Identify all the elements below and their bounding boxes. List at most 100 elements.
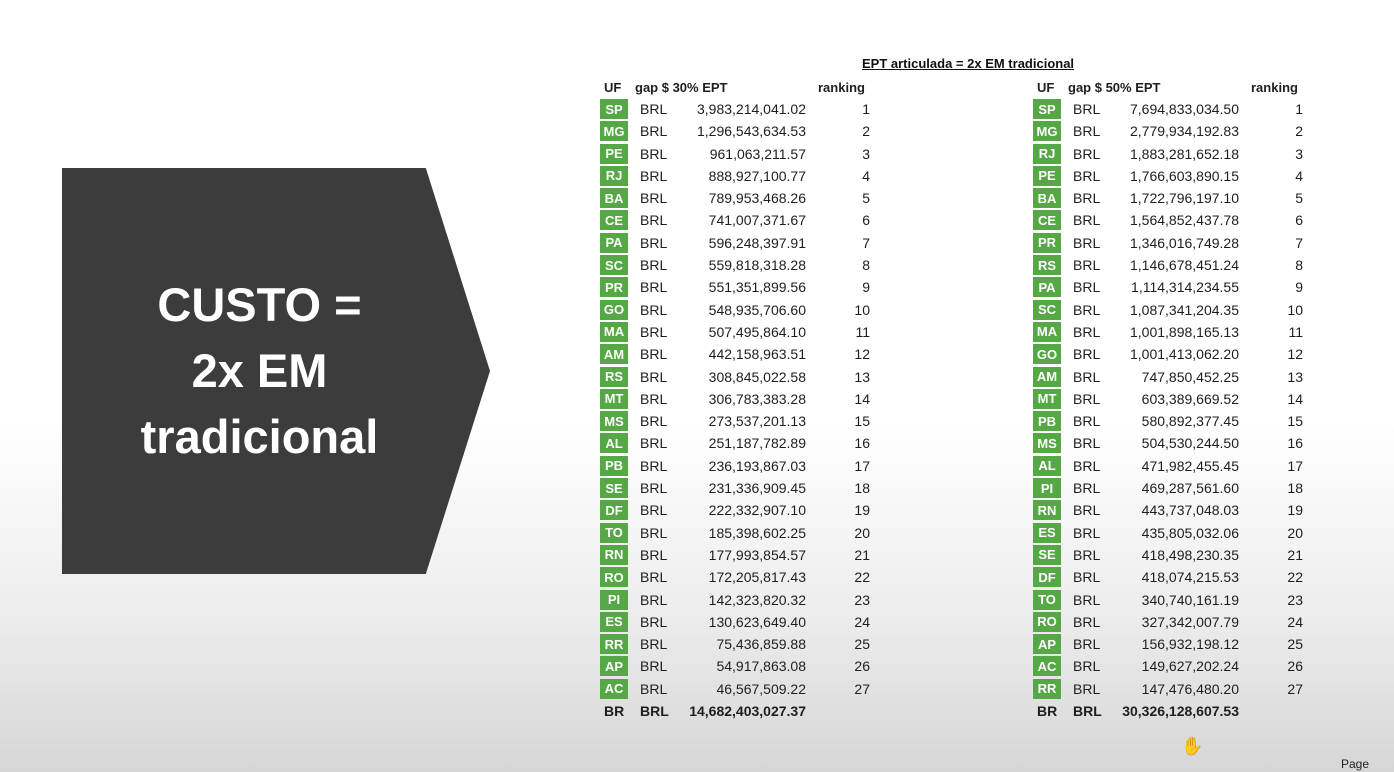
uf-code: SC bbox=[1033, 299, 1061, 320]
uf-code: MA bbox=[600, 321, 628, 342]
gap-value: 130,623,649.40 bbox=[708, 613, 806, 630]
gap-value: 2,779,934,192.83 bbox=[1130, 123, 1239, 140]
currency: BRL bbox=[640, 546, 668, 563]
uf-code: CE bbox=[1033, 210, 1061, 231]
gap-value: 471,982,455.45 bbox=[1141, 457, 1239, 474]
ranking-value: 2 bbox=[1295, 123, 1303, 140]
currency: BRL bbox=[640, 613, 668, 630]
slide-heading: CUSTO = 2x EM tradicional bbox=[62, 168, 457, 574]
header-ranking: ranking bbox=[1251, 80, 1298, 95]
currency: BRL bbox=[1073, 413, 1101, 430]
uf-code: PB bbox=[1033, 411, 1061, 432]
gap-value: 54,917,863.08 bbox=[716, 658, 806, 675]
gap-value: 156,932,198.12 bbox=[1141, 636, 1239, 653]
total-uf: BR bbox=[604, 703, 625, 720]
gap-value: 1,722,796,197.10 bbox=[1130, 190, 1239, 207]
gap-value: 236,193,867.03 bbox=[708, 457, 806, 474]
gap-value: 747,850,452.25 bbox=[1141, 368, 1239, 385]
header-uf: UF bbox=[1037, 80, 1055, 95]
ranking-value: 1 bbox=[1295, 101, 1303, 117]
currency: BRL bbox=[1073, 480, 1101, 497]
ranking-value: 7 bbox=[862, 234, 870, 251]
currency: BRL bbox=[1073, 190, 1101, 207]
ranking-value: 16 bbox=[1287, 435, 1303, 452]
uf-code: AM bbox=[600, 344, 628, 365]
ranking-value: 6 bbox=[1295, 212, 1303, 229]
currency: BRL bbox=[1073, 613, 1101, 630]
currency: BRL bbox=[1073, 591, 1101, 608]
uf-code: CE bbox=[600, 210, 628, 231]
gap-value: 251,187,782.89 bbox=[708, 435, 806, 452]
currency: BRL bbox=[1073, 257, 1101, 274]
gap-value: 418,498,230.35 bbox=[1141, 546, 1239, 563]
ranking-value: 23 bbox=[854, 591, 870, 608]
gap-value: 1,296,543,634.53 bbox=[697, 123, 806, 140]
total-currency: BRL bbox=[640, 703, 669, 720]
gap-value: 548,935,706.60 bbox=[708, 301, 806, 318]
currency: BRL bbox=[1073, 368, 1101, 385]
gap-value: 149,627,202.24 bbox=[1141, 658, 1239, 675]
ranking-value: 19 bbox=[1287, 502, 1303, 519]
currency: BRL bbox=[1073, 569, 1101, 586]
gap-value: 1,001,413,062.20 bbox=[1130, 346, 1239, 363]
ranking-value: 18 bbox=[854, 480, 870, 497]
currency: BRL bbox=[640, 569, 668, 586]
gap-value: 504,530,244.50 bbox=[1141, 435, 1239, 452]
uf-code: MS bbox=[600, 411, 628, 432]
heading-line-2: 2x EM bbox=[191, 344, 328, 397]
currency: BRL bbox=[640, 435, 668, 452]
ranking-value: 15 bbox=[854, 413, 870, 430]
gap-value: 435,805,032.06 bbox=[1141, 524, 1239, 541]
currency: BRL bbox=[1073, 346, 1101, 363]
ranking-value: 6 bbox=[862, 212, 870, 229]
currency: BRL bbox=[640, 257, 668, 274]
currency: BRL bbox=[1073, 524, 1101, 541]
ranking-value: 11 bbox=[1288, 323, 1303, 340]
header-ranking: ranking bbox=[818, 80, 865, 95]
gap-value: 3,983,214,041.02 bbox=[697, 101, 806, 117]
uf-code: PE bbox=[1033, 165, 1061, 186]
gap-value: 551,351,899.56 bbox=[708, 279, 806, 296]
ranking-value: 8 bbox=[1295, 257, 1303, 274]
currency: BRL bbox=[640, 368, 668, 385]
currency: BRL bbox=[640, 413, 668, 430]
ranking-value: 3 bbox=[862, 145, 870, 162]
currency: BRL bbox=[1073, 680, 1101, 697]
currency: BRL bbox=[1073, 167, 1101, 184]
ranking-value: 2 bbox=[862, 123, 870, 140]
ranking-value: 16 bbox=[854, 435, 870, 452]
ranking-value: 26 bbox=[1287, 658, 1303, 675]
gap-value: 418,074,215.53 bbox=[1141, 569, 1239, 586]
uf-code: PA bbox=[1033, 277, 1061, 298]
uf-code: RS bbox=[600, 366, 628, 387]
header-uf: UF bbox=[604, 80, 622, 95]
uf-code: AC bbox=[1033, 656, 1061, 677]
gap-value: 142,323,820.32 bbox=[708, 591, 806, 608]
uf-code: DF bbox=[1033, 567, 1061, 588]
currency: BRL bbox=[640, 301, 668, 318]
uf-code: ES bbox=[600, 611, 628, 632]
uf-code: SE bbox=[600, 478, 628, 499]
uf-code: BA bbox=[1033, 188, 1061, 209]
uf-code: AM bbox=[1033, 366, 1061, 387]
uf-code: RJ bbox=[1033, 143, 1061, 164]
gap-value: 185,398,602.25 bbox=[708, 524, 806, 541]
ranking-value: 4 bbox=[1295, 167, 1303, 184]
uf-code: AC bbox=[600, 678, 628, 699]
ranking-value: 1 bbox=[862, 101, 870, 117]
ranking-value: 9 bbox=[862, 279, 870, 296]
ranking-value: 7 bbox=[1295, 234, 1303, 251]
uf-code: ES bbox=[1033, 522, 1061, 543]
ranking-value: 12 bbox=[1287, 346, 1303, 363]
uf-code: AP bbox=[600, 656, 628, 677]
uf-code: AP bbox=[1033, 634, 1061, 655]
gap-value: 308,845,022.58 bbox=[708, 368, 806, 385]
ranking-value: 20 bbox=[854, 524, 870, 541]
uf-code: PE bbox=[600, 143, 628, 164]
ranking-value: 8 bbox=[862, 257, 870, 274]
currency: BRL bbox=[640, 658, 668, 675]
currency: BRL bbox=[640, 101, 668, 117]
gap-value: 177,993,854.57 bbox=[708, 546, 806, 563]
gap-value: 961,063,211.57 bbox=[709, 145, 806, 162]
uf-code: TO bbox=[600, 522, 628, 543]
